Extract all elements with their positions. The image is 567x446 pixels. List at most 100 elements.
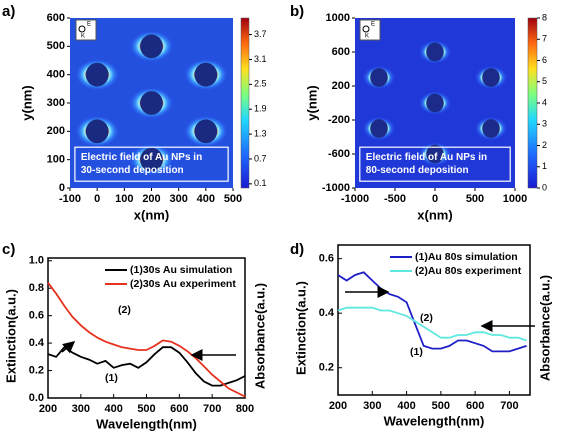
annotation: (2) (420, 312, 433, 324)
y-axis-label: Extinction(a.u.) (293, 281, 308, 375)
x-tick-label: 300 (363, 400, 381, 412)
colorbar-tick-label: 2 (542, 140, 547, 150)
x-tick-label: 800 (236, 403, 254, 415)
y-tick-label: 1000 (326, 12, 350, 24)
inset-circle (362, 25, 370, 33)
annotation: 30-second deposition (81, 165, 184, 176)
arrow (61, 341, 76, 354)
colorbar-tick-label: 6 (542, 55, 547, 65)
y-tick-label: 400 (47, 69, 65, 81)
annotation: Electric field of Au NPs in (366, 152, 487, 163)
y-axis-label: Extinction(a.u.) (3, 289, 18, 383)
colorbar-tick-label: 3.7 (254, 29, 267, 39)
annotation: (2) (118, 304, 131, 316)
inset-label: E (371, 22, 375, 28)
colorbar-tick-label: 5 (542, 76, 547, 86)
y-tick-label: 600 (47, 12, 65, 24)
x-tick-label: 700 (203, 403, 221, 415)
colorbar (240, 17, 250, 189)
panel-label: b) (290, 3, 304, 20)
x-tick-label: 500 (137, 403, 155, 415)
x-tick-label: 400 (104, 403, 122, 415)
inset-icon (359, 19, 381, 41)
x-tick-label: 500 (466, 193, 484, 205)
x-tick-label: 500 (224, 193, 242, 205)
series-line (337, 306, 527, 342)
x-tick-label: 1000 (503, 193, 527, 205)
particle (140, 34, 163, 59)
x-tick-label: 400 (197, 193, 215, 205)
y-tick-label: 200 (47, 125, 65, 137)
particle (194, 62, 218, 87)
y2-axis-label: Absorbance(a.u.) (252, 283, 267, 389)
particle (482, 119, 500, 138)
series-line (337, 271, 527, 353)
y-tick-label: 0.2 (29, 364, 44, 376)
y-tick-label: 0 (59, 182, 65, 194)
field: Electric field of Au NPs in 30-second dep… (70, 18, 233, 188)
colorbar-tick-label: 0 (542, 182, 547, 192)
y-tick-label: -1000 (322, 182, 350, 194)
x-tick-label: 200 (39, 403, 57, 415)
annotation-box (359, 146, 511, 182)
legend-label: (2)Au 80s experiment (415, 265, 522, 277)
inset-icon (75, 19, 97, 41)
annotation: (1) (105, 372, 118, 384)
x-tick-label: 400 (397, 400, 415, 412)
particle (370, 68, 388, 87)
field: Electric field of Au NPs in 80-second dep… (355, 18, 515, 188)
colorbar-tick-label: 1.3 (254, 128, 267, 138)
particle (482, 68, 500, 87)
colorbar-tick-label: 3.1 (254, 54, 267, 64)
x-axis-label: x(nm) (417, 207, 452, 222)
y-tick-label: 0.4 (29, 337, 45, 349)
series-line (47, 346, 246, 387)
x-tick-label: -1000 (341, 193, 369, 205)
particle (194, 119, 218, 144)
y-axis-label: y(nm) (19, 85, 34, 120)
x-tick-label: 300 (72, 403, 90, 415)
x-tick-label: 600 (170, 403, 188, 415)
y2-axis-label: Absorbance(a.u.) (537, 275, 552, 381)
colorbar-tick-label: 4 (542, 97, 547, 107)
y-tick-label: -600 (328, 148, 350, 160)
y-tick-label: 300 (47, 97, 65, 109)
inset-label: K (365, 34, 369, 40)
x-tick-label: -100 (59, 193, 81, 205)
panel-label: d) (290, 241, 304, 258)
y-tick-label: 0.0 (29, 392, 44, 404)
y-axis-label: y(nm) (304, 85, 319, 120)
annotation: Electric field of Au NPs in (81, 152, 202, 163)
legend-label: (1)30s Au simulation (130, 264, 232, 276)
y-tick-label: 0.6 (29, 310, 44, 322)
x-tick-label: 200 (329, 400, 347, 412)
colorbar-tick-label: 3 (542, 119, 547, 129)
y-tick-label: 0.8 (29, 282, 44, 294)
y-tick-label: 200 (332, 80, 350, 92)
panel-label: c) (2, 241, 15, 258)
plot-frame (337, 244, 531, 396)
annotation: 80-second deposition (366, 165, 469, 176)
x-tick-label: 200 (142, 193, 160, 205)
series-line (47, 282, 246, 398)
x-tick-label: 600 (466, 400, 484, 412)
colorbar-tick-label: 0.1 (254, 178, 267, 188)
particle (426, 93, 444, 113)
panel-label: a) (2, 3, 15, 20)
y-tick-label: -200 (328, 114, 350, 126)
x-tick-label: 700 (500, 400, 518, 412)
y-tick-label: 0.4 (319, 307, 335, 319)
panels: Electric field of Au NPs in 30-second dep… (2, 3, 552, 431)
x-axis-label: x(nm) (134, 207, 169, 222)
y-tick-label: 1.0 (29, 255, 44, 267)
x-axis-label: Wavelength(nm) (96, 416, 197, 431)
legend-label: (2)30s Au experiment (130, 278, 236, 290)
particle (426, 42, 444, 62)
x-tick-label: 0 (94, 193, 100, 205)
colorbar (527, 17, 538, 189)
y-tick-label: 0.2 (319, 362, 334, 374)
colorbar-tick-label: 7 (542, 34, 547, 44)
y-tick-label: 600 (332, 46, 350, 58)
annotation: (1) (410, 346, 423, 358)
y-tick-label: 100 (47, 154, 65, 166)
